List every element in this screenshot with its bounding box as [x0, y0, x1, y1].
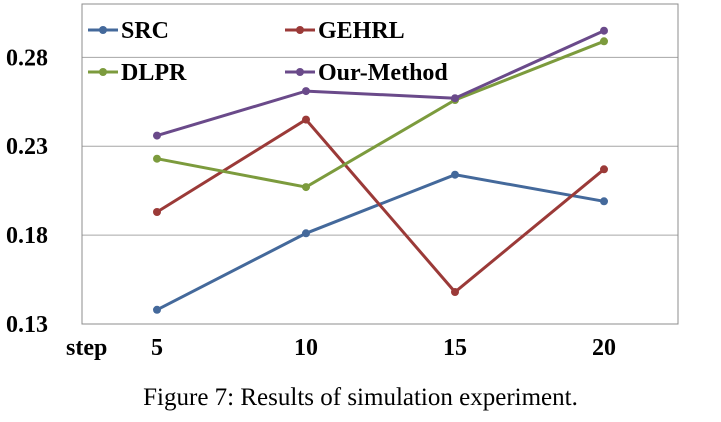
series-gehrl [153, 115, 608, 296]
legend-swatch-marker [296, 68, 304, 76]
data-point-our-method-5 [153, 131, 161, 140]
data-point-gehrl-5 [153, 208, 161, 216]
data-point-dlpr-20 [600, 37, 608, 46]
data-point-our-method-15 [451, 94, 459, 103]
x-axis-label: step [66, 335, 107, 361]
line-chart: 0.13 0.18 0.23 0.28 5 10 15 20 step SRC GEHRL DL… [6, 3, 679, 361]
series-line-our-method [156, 29, 605, 138]
legend-label: SRC [121, 18, 169, 44]
legend: SRC GEHRL DLPR Our-Method [88, 18, 448, 86]
data-point-gehrl-10 [302, 115, 310, 124]
legend-label: GEHRL [318, 18, 405, 44]
legend-item-our-method: Our-Method [285, 60, 448, 86]
series-line-src [156, 173, 605, 312]
y-tick-label: 0.13 [6, 312, 48, 338]
legend-item-src: SRC [88, 18, 169, 44]
legend-item-gehrl: GEHRL [285, 18, 405, 44]
series-group [153, 26, 608, 314]
legend-swatch-marker [99, 26, 107, 34]
x-tick-label: 10 [294, 335, 318, 361]
data-point-dlpr-5 [153, 154, 161, 163]
data-point-src-15 [451, 170, 459, 179]
y-axis-ticks: 0.13 0.18 0.23 0.28 [6, 45, 48, 338]
data-point-our-method-10 [302, 87, 310, 96]
data-point-dlpr-10 [302, 183, 310, 192]
plot-frame [81, 3, 679, 325]
series-line-dlpr [156, 39, 605, 189]
data-point-src-20 [600, 197, 608, 206]
legend-label: Our-Method [318, 60, 448, 86]
x-tick-label: 5 [151, 335, 163, 361]
legend-swatch-marker [99, 68, 107, 76]
y-tick-label: 0.23 [6, 134, 48, 160]
legend-swatch-marker [296, 26, 304, 34]
figure-caption: Figure 7: Results of simulation experime… [143, 384, 578, 411]
grid-lines [82, 56, 678, 236]
legend-label: DLPR [121, 60, 187, 86]
data-point-src-10 [302, 229, 310, 238]
x-axis-ticks: 5 10 15 20 [151, 335, 616, 361]
x-tick-label: 20 [592, 335, 616, 361]
data-point-our-method-20 [600, 26, 608, 35]
y-tick-label: 0.28 [6, 45, 48, 71]
data-point-src-5 [153, 305, 161, 314]
data-point-gehrl-20 [600, 165, 608, 174]
series-line-gehrl [156, 117, 605, 295]
y-tick-label: 0.18 [6, 223, 48, 249]
series-our-method [153, 26, 608, 140]
legend-item-dlpr: DLPR [88, 60, 187, 86]
data-point-gehrl-15 [451, 288, 459, 296]
series-src [153, 170, 608, 314]
x-tick-label: 15 [443, 335, 467, 361]
